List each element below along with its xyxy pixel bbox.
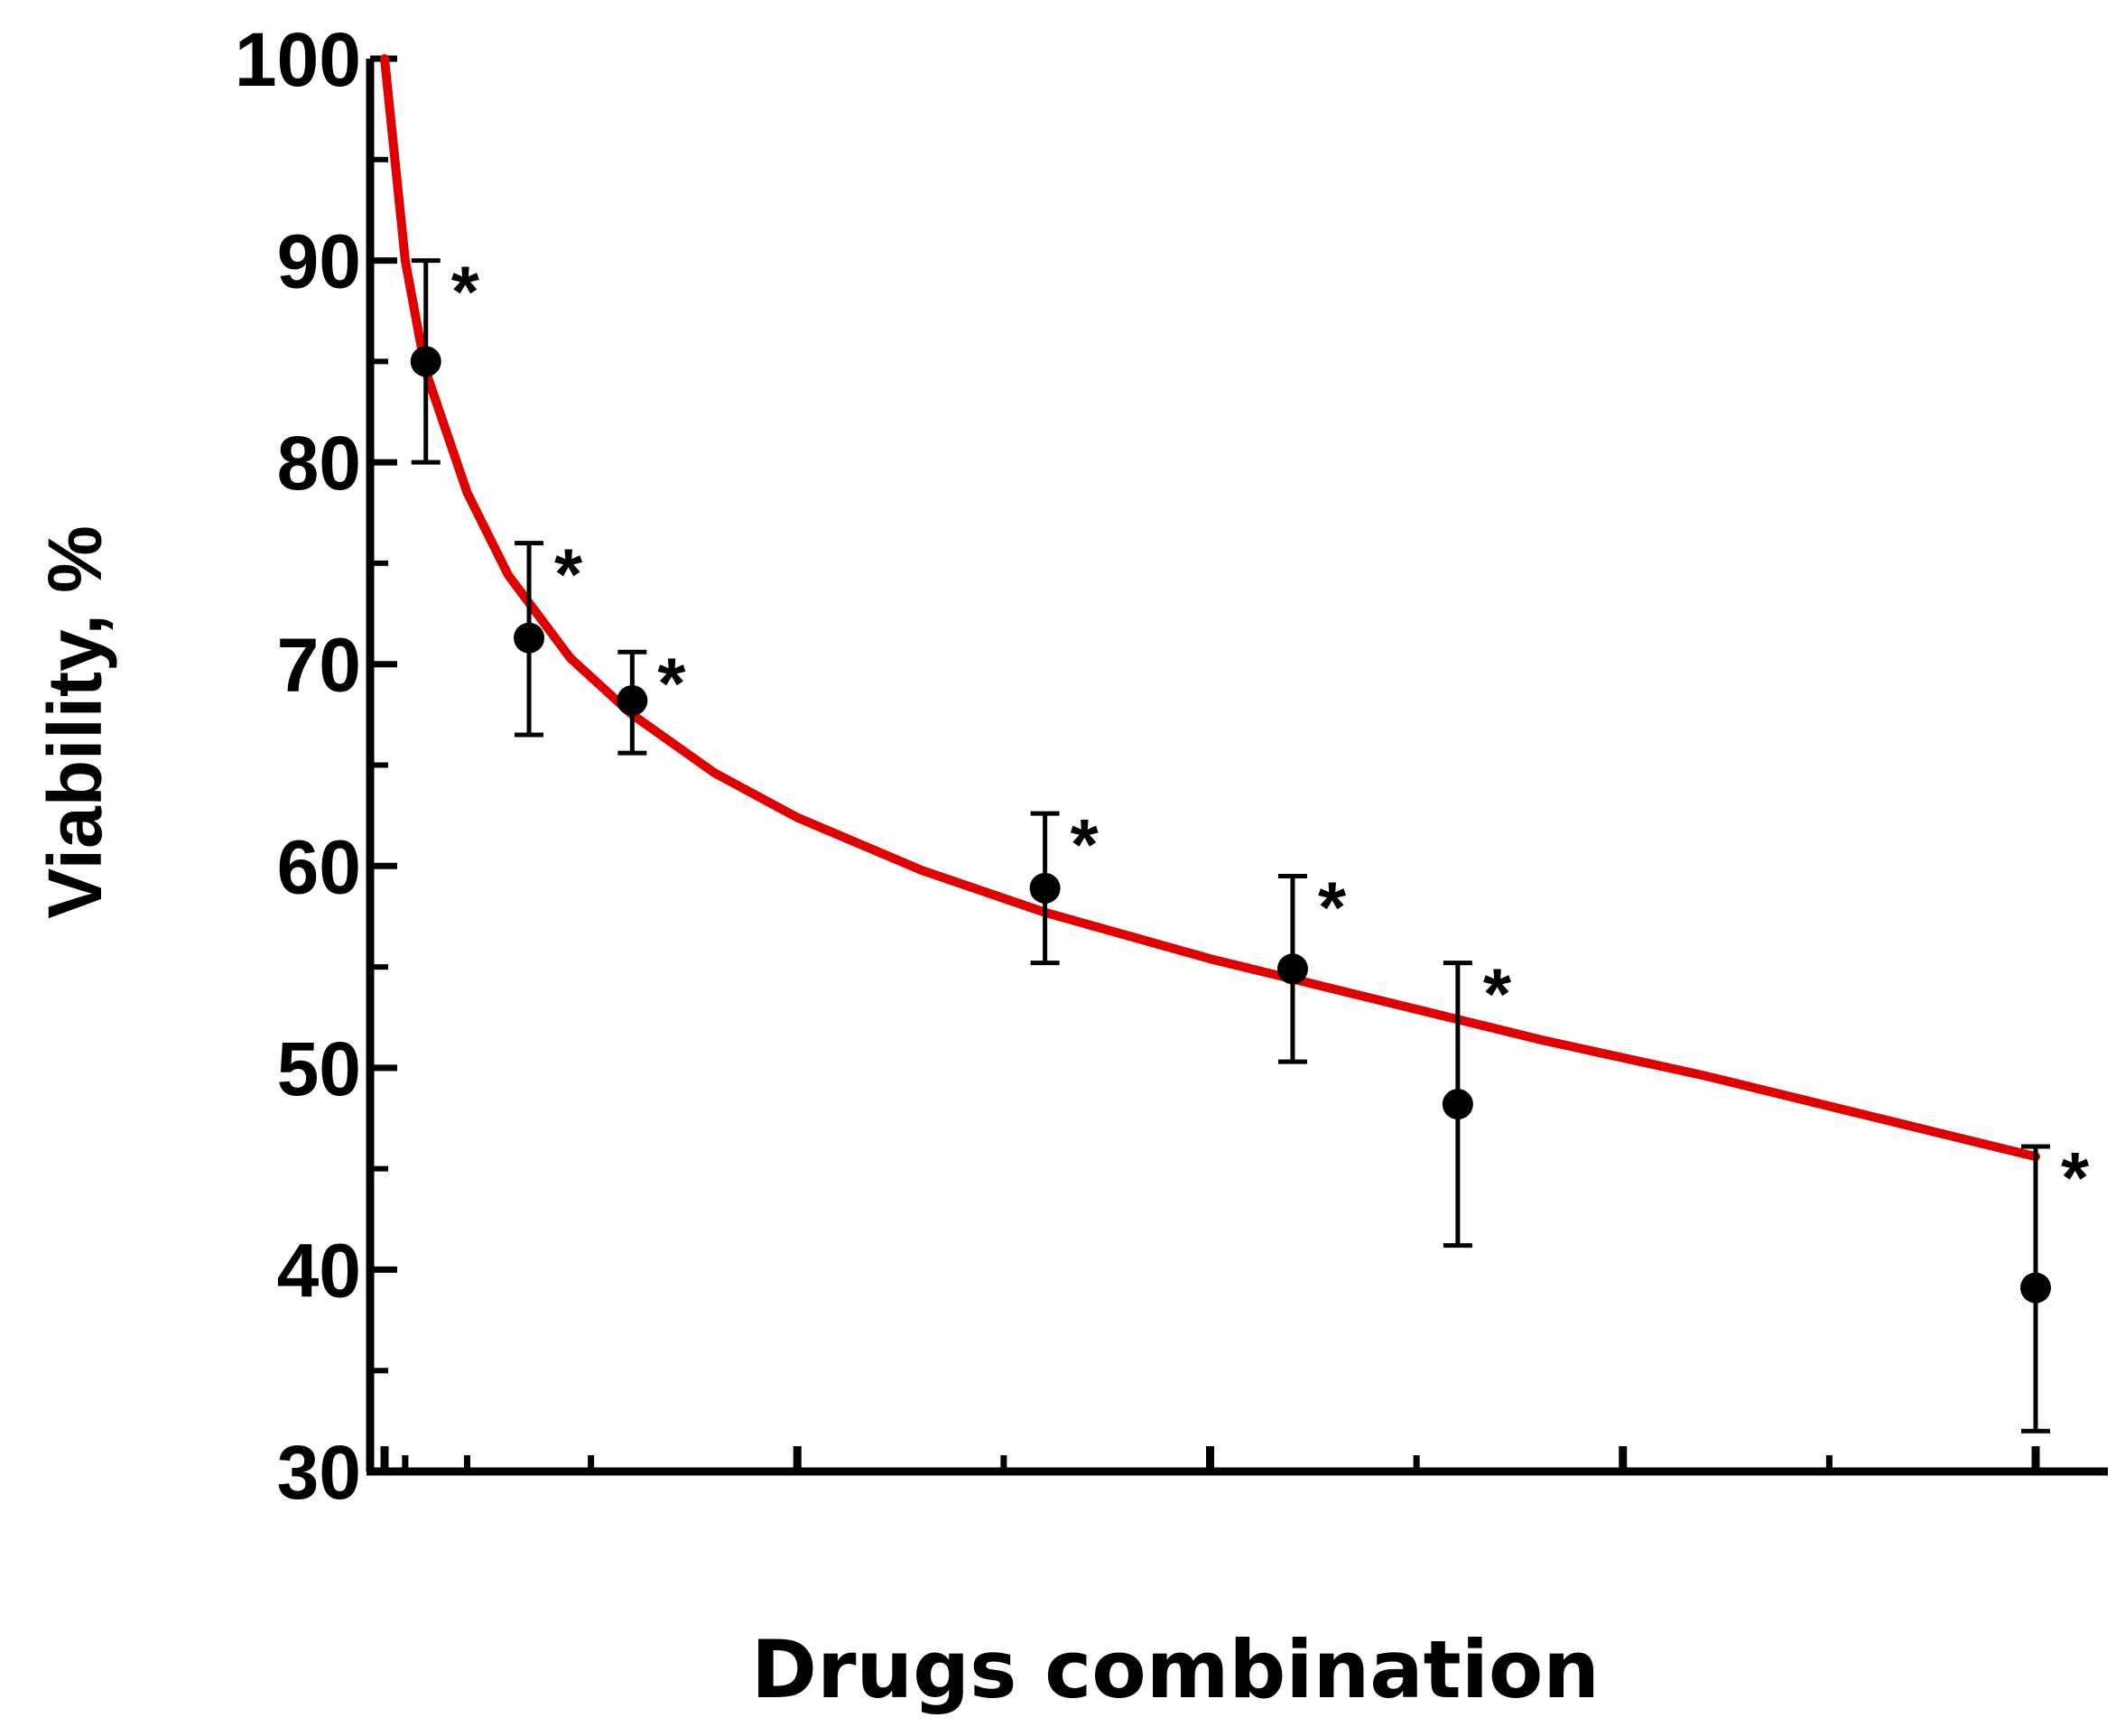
data-points	[410, 346, 2051, 1304]
y-tick-label: 50	[277, 1026, 361, 1111]
significance-asterisk: *	[2061, 1137, 2090, 1218]
y-tick-label: 90	[277, 219, 361, 304]
y-tick-label: 80	[277, 421, 361, 506]
data-point	[410, 346, 441, 377]
data-point	[617, 684, 648, 716]
data-point	[1276, 953, 1308, 985]
data-point	[514, 622, 545, 654]
x-axis-label: Drugs combination	[751, 1623, 1600, 1716]
y-tick-label: 100	[235, 17, 361, 102]
axis-labels: Viability, % Drugs combination	[32, 525, 1600, 1716]
data-point	[1442, 1089, 1473, 1120]
error-bars	[411, 258, 2050, 1434]
axis-ticks: 30 40 50 60 70 80 90 100	[235, 17, 2040, 1515]
data-point	[1029, 872, 1061, 904]
y-tick-label: 60	[277, 824, 361, 909]
significance-asterisk: *	[451, 252, 480, 332]
y-tick-label: 30	[277, 1430, 361, 1515]
axes	[366, 59, 2108, 1476]
y-tick-label: 70	[277, 623, 361, 708]
significance-marks: * * * * * * *	[451, 252, 2090, 1218]
significance-asterisk: *	[1071, 804, 1100, 885]
data-point	[2020, 1272, 2051, 1304]
significance-asterisk: *	[1483, 954, 1512, 1035]
significance-asterisk: *	[554, 534, 583, 615]
significance-asterisk: *	[1318, 867, 1347, 947]
y-axis-label: Viability, %	[32, 525, 117, 919]
significance-asterisk: *	[657, 643, 686, 723]
y-tick-label: 40	[277, 1228, 361, 1313]
fit-curve	[380, 54, 2040, 1162]
fit-curve-group	[380, 54, 2040, 1162]
